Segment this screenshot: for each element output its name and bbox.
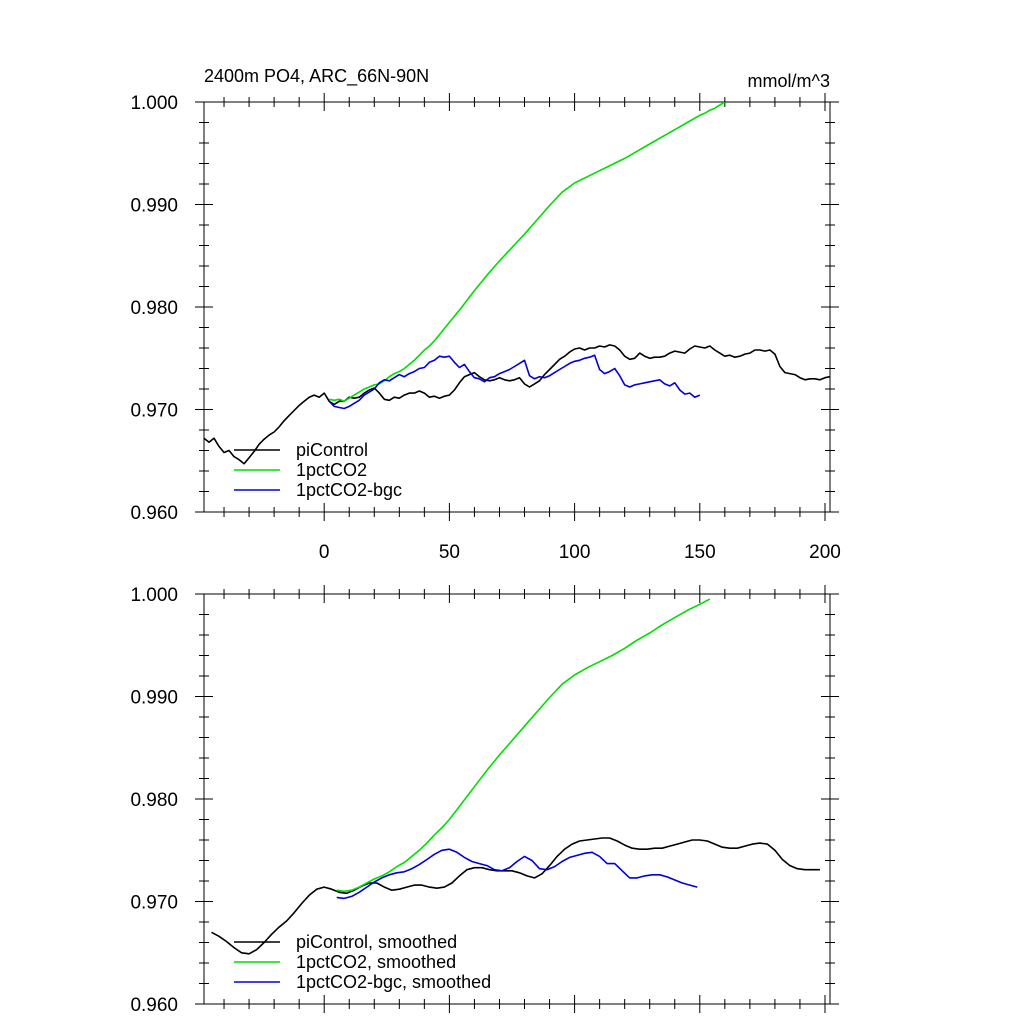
series-line-2 xyxy=(336,848,698,900)
y-tick-label: 0.980 xyxy=(130,790,178,811)
y-tick-label: 0.990 xyxy=(130,688,178,709)
series-line-2 xyxy=(328,354,701,410)
legend-label: 1pctCO2, smoothed xyxy=(296,952,456,972)
legend-label: piControl, smoothed xyxy=(296,932,457,952)
units-label: mmol/m^3 xyxy=(748,71,830,91)
y-tick-label: 0.960 xyxy=(130,995,178,1016)
x-tick-label: 0 xyxy=(319,542,330,563)
y-tick-label: 0.970 xyxy=(130,893,178,914)
series-line-1 xyxy=(329,102,726,403)
y-tick-label: 0.980 xyxy=(130,298,178,319)
y-tick-label: 1.000 xyxy=(130,93,178,114)
legend-label: 1pctCO2-bgc, smoothed xyxy=(296,972,491,992)
y-tick-label: 0.960 xyxy=(130,503,178,524)
x-tick-label: 100 xyxy=(559,542,591,563)
x-tick-label: 150 xyxy=(684,542,716,563)
top-panel: 0 50 100 150 200 0.960 0.970 0.980 0.990 1.000 piC… xyxy=(130,93,841,563)
series-line-0 xyxy=(204,344,830,465)
x-tick-label: 200 xyxy=(809,542,841,563)
series-line-1 xyxy=(336,598,711,893)
y-tick-label: 0.990 xyxy=(130,196,178,217)
series-line-0 xyxy=(211,837,820,955)
bottom-panel: 0.960 0.970 0.980 0.990 1.000 piControl, smoo… xyxy=(130,585,839,1016)
x-tick-label: 50 xyxy=(439,542,460,563)
legend-label: 1pctCO2 xyxy=(296,460,367,480)
y-tick-label: 0.970 xyxy=(130,401,178,422)
y-tick-label: 1.000 xyxy=(130,585,178,606)
legend-label: 1pctCO2-bgc xyxy=(296,480,402,500)
chart-title: 2400m PO4, ARC_66N-90N xyxy=(204,66,429,87)
legend-label: piControl xyxy=(296,440,368,460)
